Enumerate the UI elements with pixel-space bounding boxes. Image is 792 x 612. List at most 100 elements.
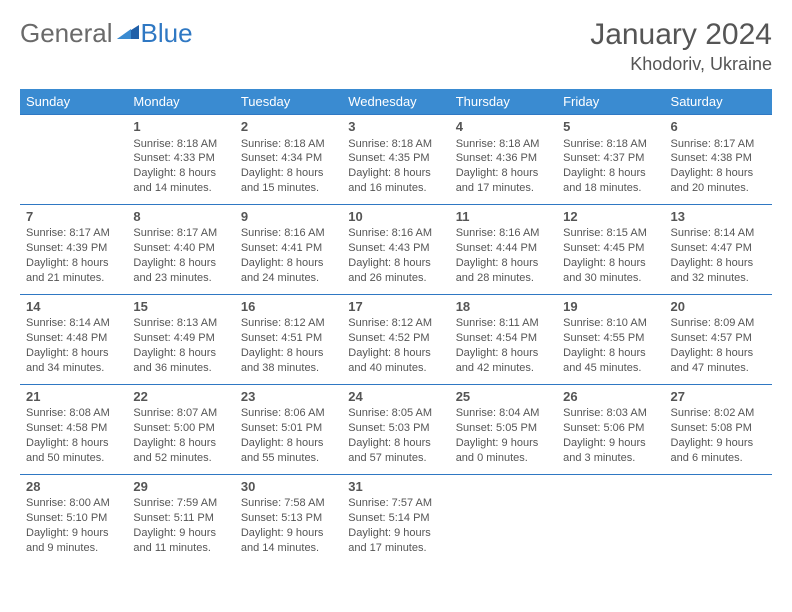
sunset-text: Sunset: 4:40 PM <box>133 241 228 256</box>
day-number: 10 <box>348 208 443 227</box>
sunset-text: Sunset: 4:55 PM <box>563 331 658 346</box>
sunrise-text: Sunrise: 8:08 AM <box>26 406 121 421</box>
calendar-cell: 25Sunrise: 8:04 AMSunset: 5:05 PMDayligh… <box>450 384 557 474</box>
daylight-text: Daylight: 9 hours and 17 minutes. <box>348 526 443 556</box>
day-number: 20 <box>671 298 766 317</box>
day-number: 19 <box>563 298 658 317</box>
sunrise-text: Sunrise: 8:02 AM <box>671 406 766 421</box>
daylight-text: Daylight: 8 hours and 47 minutes. <box>671 346 766 376</box>
calendar-cell: 28Sunrise: 8:00 AMSunset: 5:10 PMDayligh… <box>20 474 127 563</box>
calendar-cell: 1Sunrise: 8:18 AMSunset: 4:33 PMDaylight… <box>127 115 234 205</box>
day-number: 17 <box>348 298 443 317</box>
day-header: Wednesday <box>342 89 449 115</box>
sunrise-text: Sunrise: 8:17 AM <box>26 226 121 241</box>
day-number: 8 <box>133 208 228 227</box>
daylight-text: Daylight: 9 hours and 3 minutes. <box>563 436 658 466</box>
daylight-text: Daylight: 8 hours and 20 minutes. <box>671 166 766 196</box>
sunrise-text: Sunrise: 7:58 AM <box>241 496 336 511</box>
calendar-cell: 27Sunrise: 8:02 AMSunset: 5:08 PMDayligh… <box>665 384 772 474</box>
calendar-cell: 13Sunrise: 8:14 AMSunset: 4:47 PMDayligh… <box>665 204 772 294</box>
day-number: 16 <box>241 298 336 317</box>
daylight-text: Daylight: 8 hours and 55 minutes. <box>241 436 336 466</box>
location-label: Khodoriv, Ukraine <box>590 54 772 75</box>
sunset-text: Sunset: 5:03 PM <box>348 421 443 436</box>
calendar-cell <box>665 474 772 563</box>
daylight-text: Daylight: 8 hours and 23 minutes. <box>133 256 228 286</box>
day-number: 9 <box>241 208 336 227</box>
day-number: 27 <box>671 388 766 407</box>
day-number: 4 <box>456 118 551 137</box>
sunrise-text: Sunrise: 8:09 AM <box>671 316 766 331</box>
day-header: Friday <box>557 89 664 115</box>
daylight-text: Daylight: 8 hours and 28 minutes. <box>456 256 551 286</box>
sunrise-text: Sunrise: 8:18 AM <box>133 137 228 152</box>
calendar-week: 1Sunrise: 8:18 AMSunset: 4:33 PMDaylight… <box>20 115 772 205</box>
sunrise-text: Sunrise: 8:10 AM <box>563 316 658 331</box>
sunrise-text: Sunrise: 8:11 AM <box>456 316 551 331</box>
day-header: Monday <box>127 89 234 115</box>
sunset-text: Sunset: 4:49 PM <box>133 331 228 346</box>
sunset-text: Sunset: 4:38 PM <box>671 151 766 166</box>
logo-text-blue: Blue <box>141 18 193 49</box>
sunset-text: Sunset: 4:54 PM <box>456 331 551 346</box>
calendar-cell: 30Sunrise: 7:58 AMSunset: 5:13 PMDayligh… <box>235 474 342 563</box>
day-number: 29 <box>133 478 228 497</box>
daylight-text: Daylight: 8 hours and 57 minutes. <box>348 436 443 466</box>
calendar-cell: 15Sunrise: 8:13 AMSunset: 4:49 PMDayligh… <box>127 294 234 384</box>
sunset-text: Sunset: 4:44 PM <box>456 241 551 256</box>
sunset-text: Sunset: 4:34 PM <box>241 151 336 166</box>
daylight-text: Daylight: 9 hours and 14 minutes. <box>241 526 336 556</box>
calendar-cell: 6Sunrise: 8:17 AMSunset: 4:38 PMDaylight… <box>665 115 772 205</box>
daylight-text: Daylight: 9 hours and 9 minutes. <box>26 526 121 556</box>
sunset-text: Sunset: 5:05 PM <box>456 421 551 436</box>
calendar-cell: 24Sunrise: 8:05 AMSunset: 5:03 PMDayligh… <box>342 384 449 474</box>
day-number: 28 <box>26 478 121 497</box>
day-number: 21 <box>26 388 121 407</box>
daylight-text: Daylight: 8 hours and 42 minutes. <box>456 346 551 376</box>
sunset-text: Sunset: 5:08 PM <box>671 421 766 436</box>
daylight-text: Daylight: 8 hours and 52 minutes. <box>133 436 228 466</box>
day-number: 5 <box>563 118 658 137</box>
calendar-cell: 16Sunrise: 8:12 AMSunset: 4:51 PMDayligh… <box>235 294 342 384</box>
calendar-cell: 9Sunrise: 8:16 AMSunset: 4:41 PMDaylight… <box>235 204 342 294</box>
daylight-text: Daylight: 9 hours and 11 minutes. <box>133 526 228 556</box>
calendar-cell: 10Sunrise: 8:16 AMSunset: 4:43 PMDayligh… <box>342 204 449 294</box>
calendar-week: 14Sunrise: 8:14 AMSunset: 4:48 PMDayligh… <box>20 294 772 384</box>
day-number: 11 <box>456 208 551 227</box>
sunset-text: Sunset: 4:35 PM <box>348 151 443 166</box>
daylight-text: Daylight: 8 hours and 38 minutes. <box>241 346 336 376</box>
daylight-text: Daylight: 8 hours and 26 minutes. <box>348 256 443 286</box>
daylight-text: Daylight: 9 hours and 6 minutes. <box>671 436 766 466</box>
day-number: 2 <box>241 118 336 137</box>
calendar-cell: 19Sunrise: 8:10 AMSunset: 4:55 PMDayligh… <box>557 294 664 384</box>
daylight-text: Daylight: 8 hours and 40 minutes. <box>348 346 443 376</box>
day-header: Tuesday <box>235 89 342 115</box>
day-number: 7 <box>26 208 121 227</box>
sunset-text: Sunset: 5:06 PM <box>563 421 658 436</box>
daylight-text: Daylight: 8 hours and 16 minutes. <box>348 166 443 196</box>
sunrise-text: Sunrise: 8:17 AM <box>671 137 766 152</box>
sunrise-text: Sunrise: 7:59 AM <box>133 496 228 511</box>
sunrise-text: Sunrise: 8:13 AM <box>133 316 228 331</box>
sunset-text: Sunset: 5:11 PM <box>133 511 228 526</box>
day-number: 13 <box>671 208 766 227</box>
daylight-text: Daylight: 8 hours and 21 minutes. <box>26 256 121 286</box>
calendar-cell: 4Sunrise: 8:18 AMSunset: 4:36 PMDaylight… <box>450 115 557 205</box>
sunrise-text: Sunrise: 8:16 AM <box>241 226 336 241</box>
day-number: 15 <box>133 298 228 317</box>
calendar-cell: 7Sunrise: 8:17 AMSunset: 4:39 PMDaylight… <box>20 204 127 294</box>
sunrise-text: Sunrise: 8:07 AM <box>133 406 228 421</box>
daylight-text: Daylight: 8 hours and 15 minutes. <box>241 166 336 196</box>
day-header: Sunday <box>20 89 127 115</box>
day-number: 23 <box>241 388 336 407</box>
sunset-text: Sunset: 4:52 PM <box>348 331 443 346</box>
sunrise-text: Sunrise: 8:12 AM <box>241 316 336 331</box>
calendar-week: 28Sunrise: 8:00 AMSunset: 5:10 PMDayligh… <box>20 474 772 563</box>
sunrise-text: Sunrise: 8:05 AM <box>348 406 443 421</box>
daylight-text: Daylight: 8 hours and 36 minutes. <box>133 346 228 376</box>
sunset-text: Sunset: 4:37 PM <box>563 151 658 166</box>
calendar-cell: 22Sunrise: 8:07 AMSunset: 5:00 PMDayligh… <box>127 384 234 474</box>
sunset-text: Sunset: 4:47 PM <box>671 241 766 256</box>
logo-text-general: General <box>20 18 113 49</box>
calendar-cell: 14Sunrise: 8:14 AMSunset: 4:48 PMDayligh… <box>20 294 127 384</box>
